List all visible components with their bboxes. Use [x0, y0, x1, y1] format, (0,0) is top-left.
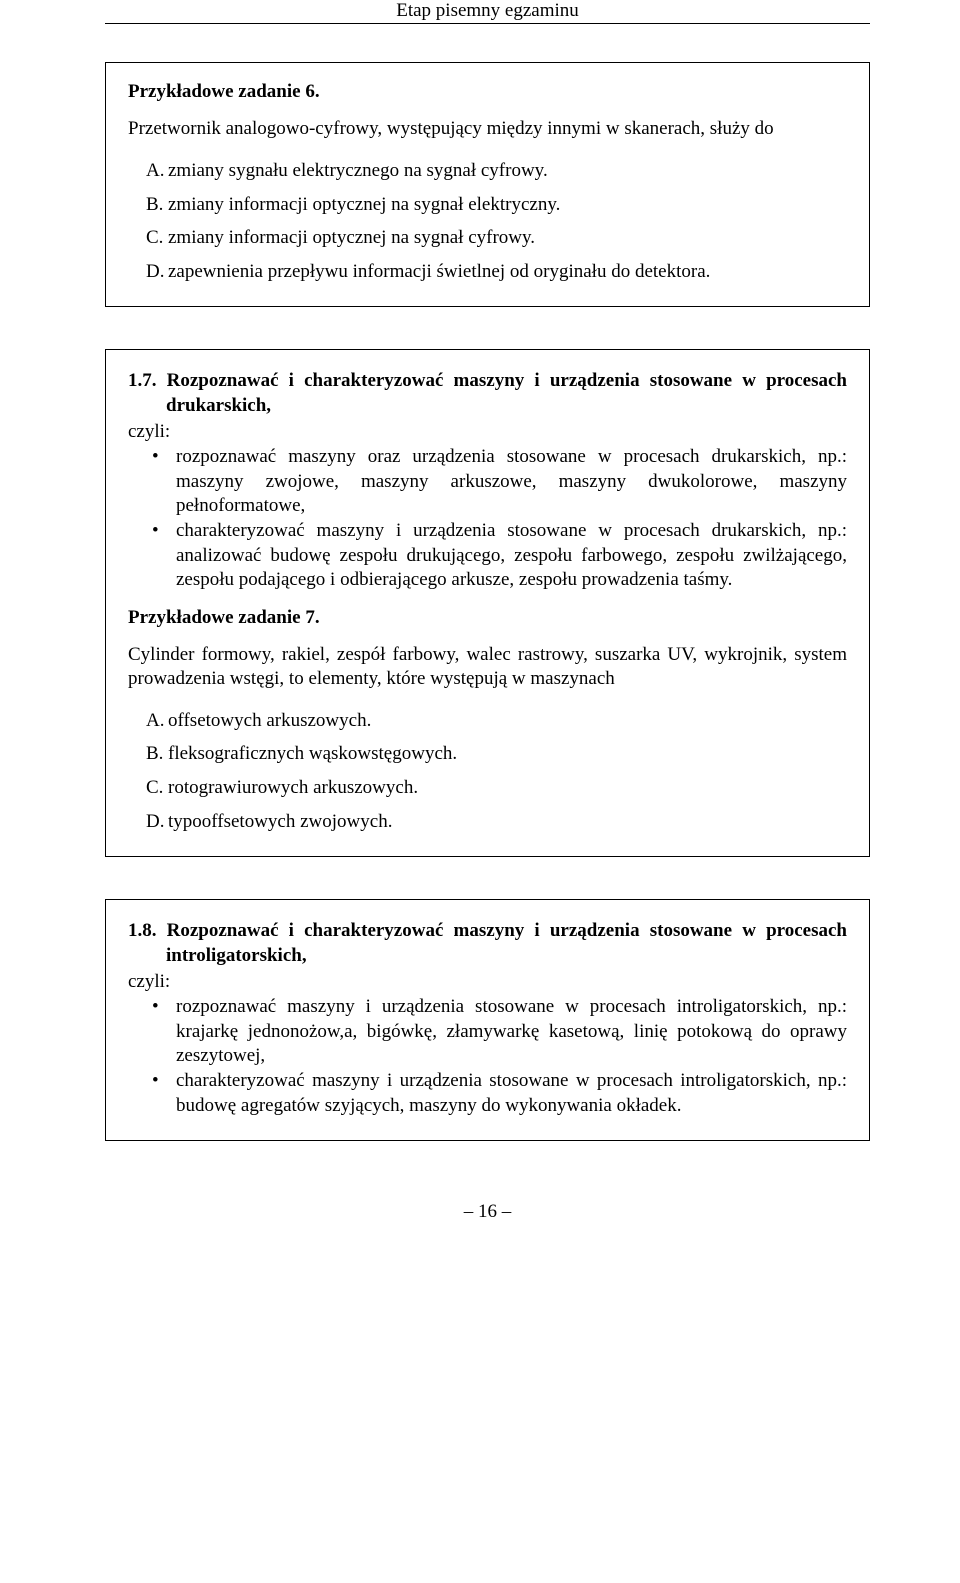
task-6-question: Przetwornik analogowo-cyfrowy, występują…	[128, 117, 847, 141]
option-text: rotograwiurowych arkuszowych.	[168, 776, 847, 800]
option-text: offsetowych arkuszowych.	[168, 709, 847, 733]
task-6-option-c: C. zmiany informacji optycznej na sygnał…	[128, 226, 847, 250]
task-6-option-b: B. zmiany informacji optycznej na sygnał…	[128, 193, 847, 217]
option-text: zmiany informacji optycznej na sygnał el…	[168, 193, 847, 217]
option-text: typooffsetowych zwojowych.	[168, 810, 847, 834]
task-7-option-c: C. rotograwiurowych arkuszowych.	[128, 776, 847, 800]
task-6-title: Przykładowe zadanie 6.	[128, 81, 847, 103]
section-1-7-czyli: czyli:	[128, 421, 847, 443]
task-6-option-d: D. zapewnienia przepływu informacji świe…	[128, 260, 847, 284]
list-item: rozpoznawać maszyny i urządzenia stosowa…	[176, 995, 847, 1069]
page-number: – 16 –	[105, 1201, 870, 1223]
option-letter: D.	[128, 260, 168, 284]
option-text: fleksograficznych wąskowstęgowych.	[168, 742, 847, 766]
option-letter: A.	[128, 709, 168, 733]
option-text: zmiany informacji optycznej na sygnał cy…	[168, 226, 847, 250]
list-item: rozpoznawać maszyny oraz urządzenia stos…	[176, 445, 847, 519]
task-7-option-d: D. typooffsetowych zwojowych.	[128, 810, 847, 834]
option-letter: A.	[128, 159, 168, 183]
option-letter: B.	[128, 742, 168, 766]
page-header: Etap pisemny egzaminu	[105, 0, 870, 24]
task-7-question: Cylinder formowy, rakiel, zespół farbowy…	[128, 643, 847, 691]
list-item: charakteryzować maszyny i urządzenia sto…	[176, 1069, 847, 1118]
option-text: zapewnienia przepływu informacji świetln…	[168, 260, 847, 284]
task-7-title: Przykładowe zadanie 7.	[128, 607, 847, 629]
option-letter: D.	[128, 810, 168, 834]
list-item: charakteryzować maszyny i urządzenia sto…	[176, 519, 847, 593]
option-text: zmiany sygnału elektrycznego na sygnał c…	[168, 159, 847, 183]
task-6-option-a: A. zmiany sygnału elektrycznego na sygna…	[128, 159, 847, 183]
option-letter: C.	[128, 226, 168, 250]
section-1-7-bullets: rozpoznawać maszyny oraz urządzenia stos…	[128, 445, 847, 593]
section-1-8-bullets: rozpoznawać maszyny i urządzenia stosowa…	[128, 995, 847, 1118]
task-7-option-a: A. offsetowych arkuszowych.	[128, 709, 847, 733]
option-letter: C.	[128, 776, 168, 800]
section-1-8-czyli: czyli:	[128, 971, 847, 993]
section-1-7-box: 1.7. Rozpoznawać i charakteryzować maszy…	[105, 349, 870, 857]
task-7-option-b: B. fleksograficznych wąskowstęgowych.	[128, 742, 847, 766]
task-box-6: Przykładowe zadanie 6. Przetwornik analo…	[105, 62, 870, 307]
section-1-8-box: 1.8. Rozpoznawać i charakteryzować maszy…	[105, 899, 870, 1142]
section-1-7-heading: 1.7. Rozpoznawać i charakteryzować maszy…	[128, 368, 847, 419]
option-letter: B.	[128, 193, 168, 217]
section-1-8-heading: 1.8. Rozpoznawać i charakteryzować maszy…	[128, 918, 847, 969]
